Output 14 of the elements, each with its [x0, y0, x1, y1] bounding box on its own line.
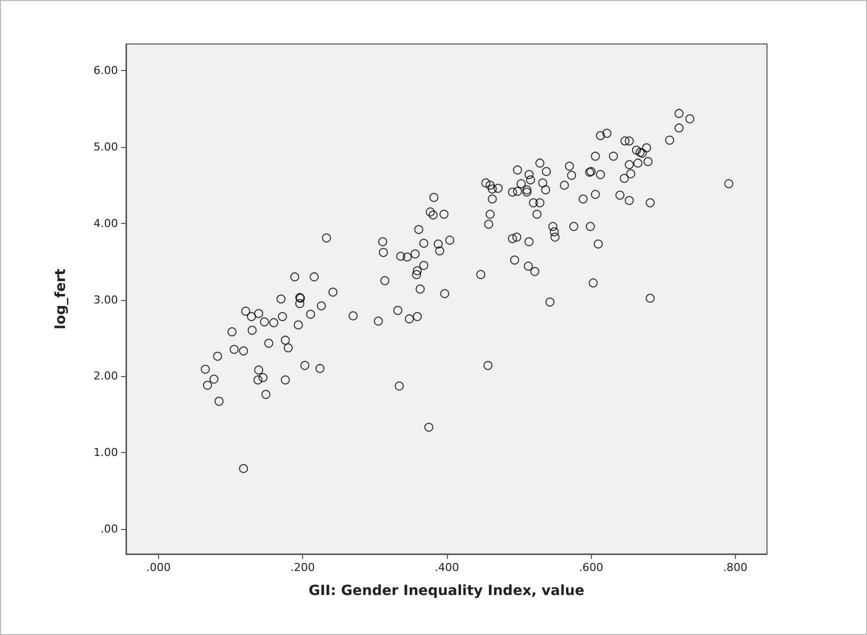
y-tick-label: 3.00	[94, 293, 118, 306]
y-tick-label: 2.00	[94, 370, 118, 383]
y-tick-label: 1.00	[94, 446, 118, 459]
x-tick-label: .800	[723, 561, 748, 574]
y-tick-label: 5.00	[94, 140, 118, 154]
x-tick-label: .600	[578, 561, 604, 574]
y-tick-label: 6.00	[94, 64, 118, 78]
x-tick-label: .400	[434, 561, 460, 574]
y-tick-label: .00	[100, 522, 118, 536]
x-tick-label: .200	[290, 561, 315, 574]
y-axis-title: log_fert	[53, 268, 69, 330]
y-tick-label: 4.00	[94, 216, 118, 230]
x-axis-title: GII: Gender Inequality Index, value	[308, 583, 584, 599]
x-tick-label: .000	[146, 561, 171, 574]
